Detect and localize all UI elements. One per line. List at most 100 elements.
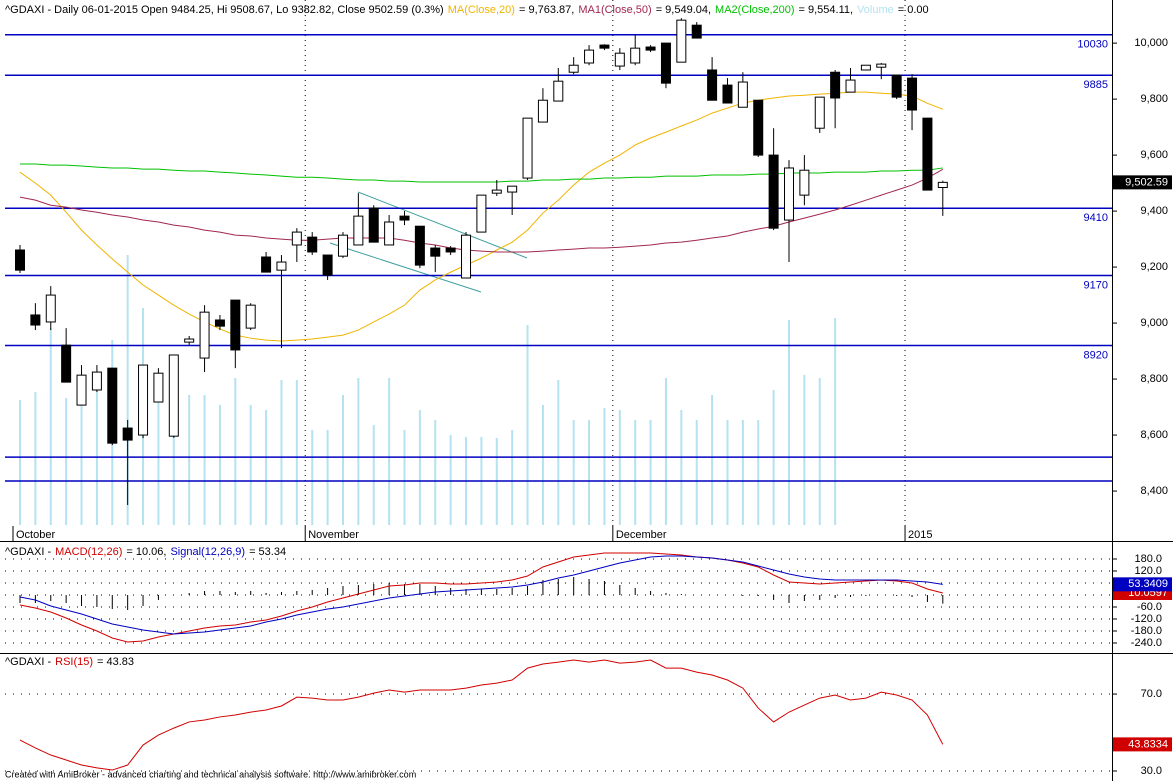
value-box (1113, 737, 1172, 752)
volume-bar (249, 405, 252, 525)
value-box (1113, 577, 1172, 592)
panel-header: ^GDAXI - MACD(12,26) = 10.06, Signal(12,26,… (5, 546, 286, 558)
y-tick-label: -180.0 (1131, 625, 1162, 637)
volume-bar (649, 420, 652, 525)
level-label: 9170 (1084, 279, 1108, 291)
candle-body (276, 261, 287, 271)
volume-bar (541, 405, 544, 525)
series-line (19, 91, 943, 342)
candle-body (322, 254, 333, 276)
header-title: ^GDAXI - (5, 546, 51, 558)
legend-value: = 9,549.04, (656, 4, 711, 16)
level-label: 10030 (1077, 39, 1108, 51)
candle-body (445, 247, 456, 253)
volume-bar (126, 255, 129, 525)
candle-body (599, 44, 610, 49)
volume-bar (372, 425, 375, 525)
candle-body (384, 221, 395, 246)
candle-body (660, 42, 671, 84)
level-label: 8920 (1084, 349, 1108, 361)
candle-body (245, 304, 256, 329)
value-box-label: 43.8334 (1128, 738, 1168, 750)
volume-bar (603, 408, 606, 525)
value-box (1113, 175, 1172, 190)
y-tick-label: 70.0 (1141, 688, 1162, 700)
volume-bar (403, 430, 406, 525)
candle-body (568, 64, 579, 73)
candle-body (107, 367, 118, 444)
panel-header: ^GDAXI - Daily 06-01-2015 Open 9484.25, … (5, 4, 929, 16)
legend-name: MA(Close,20) (448, 4, 515, 16)
candle-body (799, 169, 810, 196)
volume-bar (834, 318, 837, 525)
candle-body (476, 194, 487, 233)
x-tick-label: November (308, 529, 359, 541)
volume-bar (818, 378, 821, 525)
candle-body (507, 185, 518, 193)
candle-body (214, 319, 225, 327)
volume-bar (449, 435, 452, 525)
candle-body (645, 46, 656, 51)
y-tick-label: 9,800 (1140, 93, 1168, 105)
volume-bar (557, 380, 560, 525)
candle-body (399, 215, 410, 221)
candle-body (122, 427, 133, 441)
candle-body (537, 99, 548, 123)
level-label: 9885 (1084, 79, 1108, 91)
volume-bar (418, 410, 421, 525)
candle-body (184, 338, 195, 343)
volume-bar (19, 400, 21, 525)
y-tick-label: 120.0 (1134, 565, 1162, 577)
header-title: ^GDAXI - Daily 06-01-2015 Open 9484.25, … (5, 4, 444, 16)
volume-bar (295, 380, 298, 525)
trend-line (329, 242, 482, 293)
candle-body (91, 371, 102, 391)
y-tick-label: 8,600 (1140, 429, 1168, 441)
volume-bar (588, 420, 591, 525)
candle-body (168, 354, 179, 437)
volume-bar (711, 395, 714, 525)
candle-body (691, 24, 702, 39)
volume-bar (634, 420, 637, 525)
volume-bar (80, 405, 83, 525)
legend-name: Signal(12,26,9) (170, 546, 245, 558)
volume-bar (572, 420, 575, 525)
volume-bar (341, 395, 344, 525)
value-box-label: 9,502.59 (1125, 176, 1168, 188)
candle-body (814, 96, 825, 129)
y-tick-label: 10,000 (1134, 37, 1168, 49)
candle-body (753, 99, 764, 156)
x-tick-label: October (16, 529, 55, 541)
legend-value: = 43.83 (97, 656, 134, 668)
trend-line (357, 191, 528, 259)
volume-bar (788, 320, 790, 525)
y-tick-label: 30.0 (1141, 765, 1162, 777)
y-tick-label: 8,800 (1140, 373, 1168, 385)
legend-value: = 10.06, (126, 546, 166, 558)
volume-bar (311, 430, 314, 525)
candle-body (630, 47, 641, 64)
legend-name: RSI(15) (55, 656, 93, 668)
value-box-label: 53.3409 (1128, 578, 1168, 590)
volume-bar (280, 380, 283, 525)
volume-bar (95, 372, 98, 525)
candle-body (522, 117, 533, 179)
series-line (19, 659, 944, 771)
y-tick-label: 180.0 (1134, 553, 1162, 565)
candle-body (291, 231, 302, 246)
candle-body (876, 63, 887, 68)
legend-value: = 9,554.11, (799, 4, 854, 16)
candle-body (138, 364, 149, 436)
candle-body (553, 80, 564, 102)
volume-bar (803, 375, 806, 525)
volume-bar (34, 392, 37, 525)
legend-name: MA1(Close,50) (578, 4, 651, 16)
y-tick-label: 9,400 (1140, 205, 1168, 217)
volume-bar (326, 430, 329, 525)
candle-body (15, 249, 25, 271)
legend-name: Volume (857, 4, 894, 16)
header-title: ^GDAXI - (5, 656, 51, 668)
footer: Created with AmiBroker - advanced charti… (5, 769, 416, 779)
